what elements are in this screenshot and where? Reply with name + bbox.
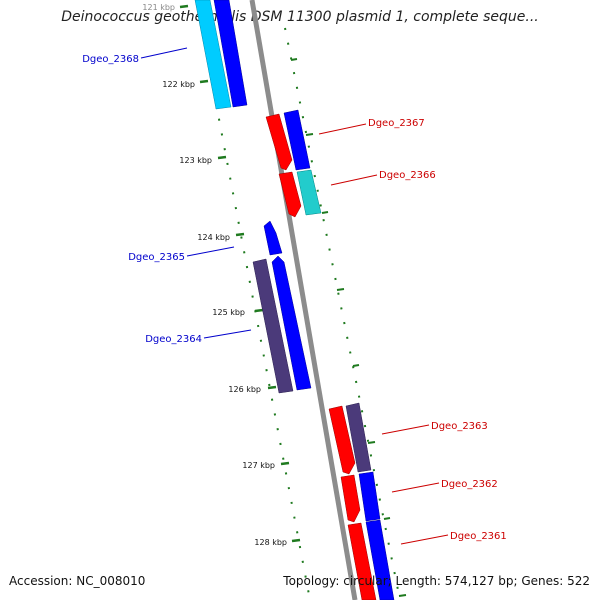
gene-dgeo-2363-outer bbox=[345, 402, 372, 473]
gene-label-dgeo-2364[interactable]: Dgeo_2364 bbox=[145, 334, 202, 345]
cds-dgeo-2367 bbox=[265, 113, 293, 171]
tick-label: 126 kbp bbox=[228, 385, 261, 394]
accession-text: Accession: NC_008010 bbox=[9, 574, 146, 588]
tick-mark-126 bbox=[267, 385, 277, 390]
tick-mark-127 bbox=[280, 461, 290, 466]
cds-dgeo-2363 bbox=[328, 405, 356, 475]
gene-label-dgeo-2363[interactable]: Dgeo_2363 bbox=[431, 421, 488, 432]
gene-label-dgeo-2361[interactable]: Dgeo_2361 bbox=[450, 531, 507, 542]
gene-label-dgeo-2368[interactable]: Dgeo_2368 bbox=[82, 54, 139, 65]
tick-label: 125 kbp bbox=[212, 308, 245, 317]
cds-dgeo-2364 bbox=[271, 255, 312, 391]
tick-label: 122 kbp bbox=[162, 80, 195, 89]
map-title: Deinococcus geothermalis DSM 11300 plasm… bbox=[61, 9, 539, 25]
gene-label-dgeo-2365[interactable]: Dgeo_2365 bbox=[128, 252, 185, 263]
tick-label: 124 kbp bbox=[197, 233, 230, 242]
tick-mark-124 bbox=[235, 232, 245, 237]
gene-label-dgeo-2367[interactable]: Dgeo_2367 bbox=[368, 118, 425, 129]
cds-dgeo-2365 bbox=[263, 220, 283, 256]
tick-mark-125 bbox=[254, 308, 264, 313]
tick-label: 123 kbp bbox=[179, 156, 212, 165]
outer-major-ticks bbox=[290, 58, 407, 597]
gene-dgeo-2368-outer bbox=[194, 0, 232, 110]
gene-dgeo-2362-outer bbox=[358, 471, 381, 522]
gene-dgeo-2361-outer bbox=[365, 519, 395, 600]
tick-label: 127 kbp bbox=[242, 461, 275, 470]
cds-dgeo-2362 bbox=[340, 474, 361, 523]
gene-dgeo-2367-outer bbox=[283, 109, 311, 171]
gene-dgeo-2366-outer bbox=[296, 169, 322, 216]
gene-dgeo-2364-outer bbox=[252, 258, 294, 394]
gene-label-dgeo-2362[interactable]: Dgeo_2362 bbox=[441, 479, 498, 490]
cds-dgeo-2366 bbox=[278, 171, 302, 218]
genome-backbone bbox=[249, 0, 358, 600]
cds-dgeo-2361 bbox=[347, 522, 377, 600]
gene-label-dgeo-2366[interactable]: Dgeo_2366 bbox=[379, 170, 436, 181]
tick-mark-128 bbox=[291, 538, 301, 543]
tick-label: 128 kbp bbox=[254, 538, 287, 547]
tick-mark-121 bbox=[179, 4, 189, 9]
genome-summary-text: Topology: circular; Length: 574,127 bp; … bbox=[283, 574, 590, 588]
inner-major-ticks bbox=[179, 4, 301, 543]
tick-mark-122 bbox=[199, 79, 209, 84]
cds-dgeo-2368 bbox=[213, 0, 248, 108]
tick-label: 121 kbp bbox=[142, 3, 175, 12]
tick-mark-123 bbox=[217, 155, 227, 160]
